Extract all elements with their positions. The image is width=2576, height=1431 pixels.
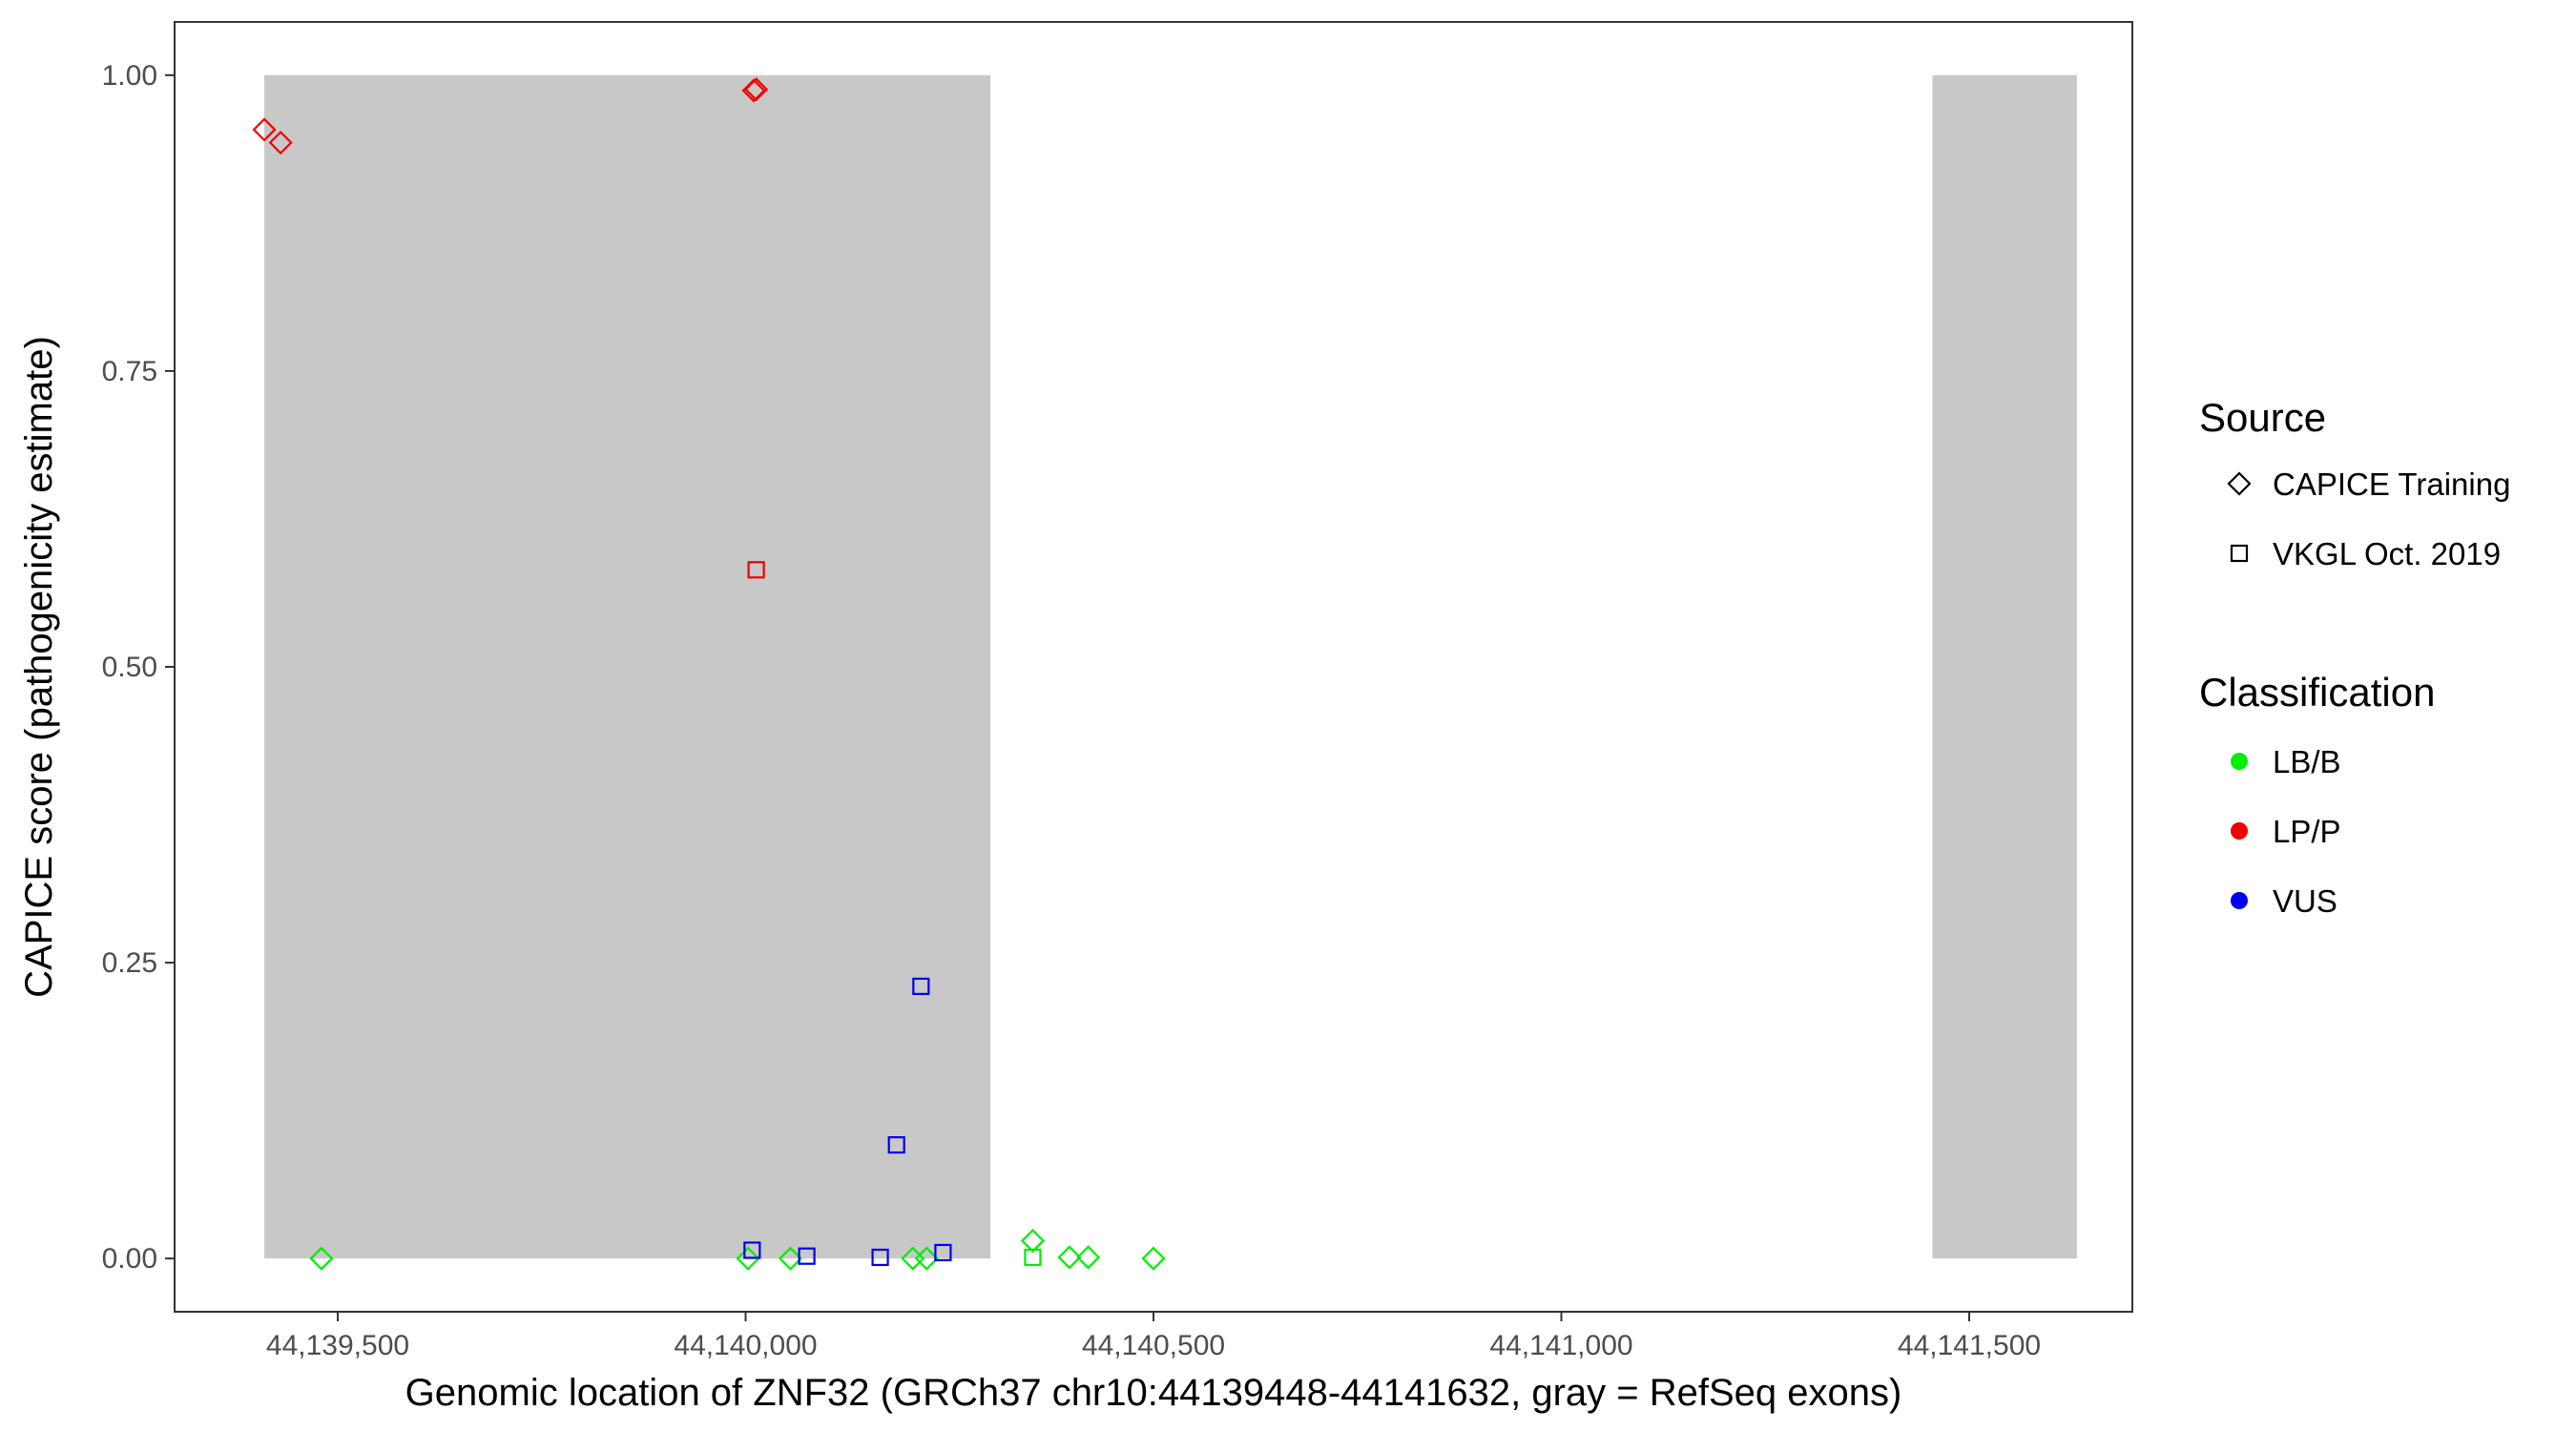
exon-layer [264, 74, 2077, 1259]
y-tick-label: 1.00 [102, 60, 157, 92]
capice-training-point [1076, 1245, 1101, 1270]
vkgl-point [871, 1248, 889, 1267]
capice-training-point [1020, 1229, 1046, 1254]
legend-classification-key [2231, 822, 2248, 840]
vkgl-point [747, 561, 765, 579]
legend: Source Classification CAPICE Training VKG… [2199, 395, 2510, 919]
capice-training-point [252, 117, 277, 142]
exon-region-1 [264, 74, 990, 1259]
capice-training-point [1057, 1245, 1082, 1270]
y-tick-label: 0.50 [102, 652, 157, 683]
exon-region-2 [1932, 74, 2077, 1259]
vkgl-point [743, 1241, 761, 1259]
vkgl-point [934, 1243, 952, 1262]
y-tick-label: 0.25 [102, 947, 157, 979]
y-axis-title: CAPICE score (pathogenicity estimate) [18, 336, 60, 998]
capice-training-point [778, 1246, 803, 1271]
capice-training-point [914, 1246, 939, 1271]
x-axis: 44,139,500 44,140,000 44,140,500 44,141,000… [266, 1312, 2041, 1361]
legend-classification-key [2231, 892, 2248, 909]
capice-training-point [736, 1246, 760, 1271]
legend-classification-label: VUS [2273, 883, 2337, 919]
legend-classification-label: LP/P [2273, 814, 2341, 849]
x-tick-label: 44,141,000 [1489, 1330, 1632, 1361]
capice-training-point [1141, 1246, 1166, 1271]
legend-classification-title: Classification [2199, 670, 2435, 715]
y-tick-label: 0.00 [102, 1243, 157, 1275]
x-tick-label: 44,141,500 [1898, 1330, 2041, 1361]
point-layer [252, 77, 1166, 1271]
legend-source-key-square [2230, 544, 2249, 563]
vkgl-point [912, 977, 930, 995]
x-tick-label: 44,140,000 [674, 1330, 817, 1361]
y-axis: 0.00 0.25 0.50 0.75 1.00 [102, 60, 175, 1275]
legend-source-label: VKGL Oct. 2019 [2273, 536, 2501, 571]
vkgl-point [798, 1247, 816, 1265]
legend-classification-key [2231, 753, 2248, 770]
capice-training-point [268, 130, 293, 156]
legend-classification-label: LB/B [2273, 744, 2341, 779]
vkgl-point [887, 1136, 905, 1154]
legend-source-label: CAPICE Training [2273, 467, 2510, 502]
x-tick-label: 44,139,500 [266, 1330, 409, 1361]
y-tick-label: 0.75 [102, 356, 157, 387]
x-tick-label: 44,140,500 [1082, 1330, 1225, 1361]
x-axis-title: Genomic location of ZNF32 (GRCh37 chr10:… [405, 1372, 1902, 1414]
capice-training-point [744, 77, 769, 102]
legend-source-title: Source [2199, 395, 2326, 440]
capice-training-point [309, 1246, 334, 1271]
vkgl-point [1024, 1248, 1042, 1267]
legend-source-key-diamond [2227, 471, 2252, 496]
